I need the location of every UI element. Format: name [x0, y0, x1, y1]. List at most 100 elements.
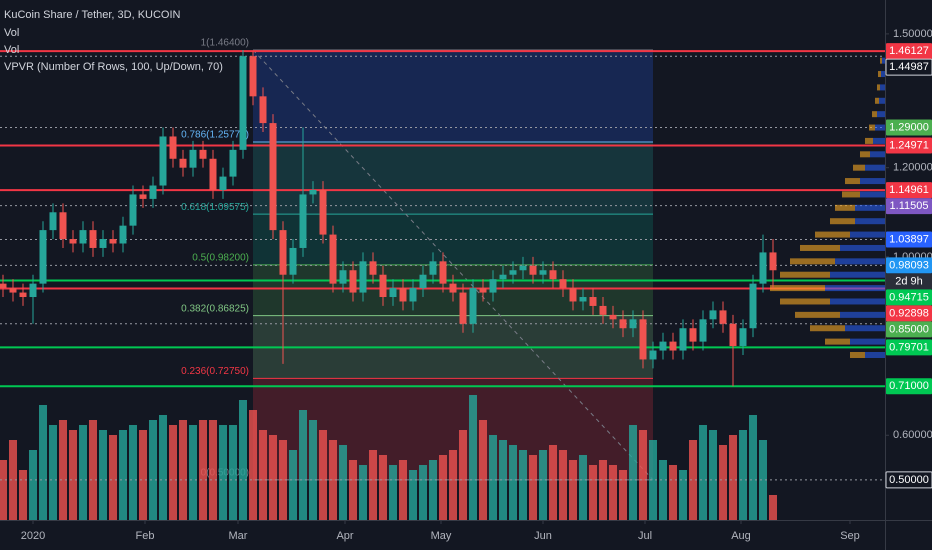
price-label: 0.92898: [889, 307, 929, 319]
indicator-label: Vol: [4, 44, 19, 56]
candle-body: [389, 288, 397, 298]
volume-bar: [419, 465, 427, 520]
price-label-box: [886, 378, 932, 395]
volume-bar: [479, 420, 487, 520]
volume-bar: [459, 430, 467, 520]
candle-body: [119, 225, 127, 244]
candle-body: [679, 328, 687, 351]
candle-body: [639, 319, 647, 360]
fib-zone: [253, 49, 653, 142]
vpvr-down: [880, 57, 882, 64]
candle-body: [399, 288, 407, 302]
volume-bar: [169, 425, 177, 520]
volume-bar: [69, 430, 77, 520]
vpvr-up: [845, 325, 885, 332]
volume-bar: [659, 460, 667, 520]
vpvr-down: [853, 164, 865, 171]
vpvr-down: [875, 97, 879, 104]
price-label: 0.94715: [889, 291, 929, 303]
candle-body: [199, 149, 207, 159]
candle-body: [409, 288, 417, 302]
vpvr-down: [877, 84, 880, 91]
candle-body: [609, 314, 617, 320]
volume-bar: [239, 400, 247, 520]
price-label: 0.85000: [889, 323, 929, 335]
vpvr-up: [850, 338, 885, 345]
candle-body: [49, 212, 57, 231]
volume-bar: [59, 420, 67, 520]
candle-body: [559, 279, 567, 289]
price-label-box: [886, 231, 932, 248]
price-label: 1.24971: [889, 139, 929, 151]
volume-bar: [669, 465, 677, 520]
candle-body: [179, 158, 187, 168]
candle-body: [719, 310, 727, 324]
volume-bar: [509, 445, 517, 520]
fib-label: 0.236(0.72750): [181, 366, 249, 377]
volume-bar: [389, 465, 397, 520]
candle-body: [379, 274, 387, 298]
candle-body: [279, 230, 287, 275]
x-tick-label: Jun: [534, 530, 552, 542]
vpvr-up: [830, 271, 885, 278]
vpvr-up: [840, 311, 885, 318]
fib-trend-line: [252, 49, 654, 481]
price-label-box: [886, 198, 932, 215]
vpvr-up: [870, 151, 885, 158]
price-label-box: [886, 257, 932, 274]
price-label: 0.79701: [889, 341, 929, 353]
vpvr-down: [810, 325, 845, 332]
countdown-label: 2d 9h: [895, 275, 923, 287]
candle-body: [439, 261, 447, 284]
candle-body: [29, 283, 37, 298]
y-tick-label: 0.60000: [893, 429, 932, 441]
candle-body: [169, 136, 177, 159]
candle-body: [709, 310, 717, 320]
candle-body: [259, 96, 267, 124]
volume-bar: [79, 425, 87, 520]
fib-label: 0.618(1.09575): [181, 202, 249, 213]
vpvr-up: [881, 71, 885, 78]
volume-bar: [439, 455, 447, 520]
chart-title: KuCoin Share / Tether, 3D, KUCOIN: [4, 9, 181, 21]
candle-body: [739, 328, 747, 347]
vpvr-up: [835, 258, 885, 265]
volume-bar: [39, 405, 47, 520]
indicator-label: VPVR (Number Of Rows, 100, Up/Down, 70): [4, 61, 223, 73]
vpvr-up: [879, 97, 885, 104]
volume-bar: [0, 460, 7, 520]
time-scale: [0, 520, 932, 550]
volume-bar: [359, 465, 367, 520]
price-label-box: [886, 119, 932, 136]
volume-bar: [139, 430, 147, 520]
price-label: 0.98093: [889, 259, 929, 271]
candle-body: [509, 270, 517, 275]
volume-bar: [309, 420, 317, 520]
y-tick-label: 1.50000: [893, 28, 932, 40]
vpvr-up: [840, 244, 885, 251]
volume-bar: [319, 430, 327, 520]
volume-bar: [589, 465, 597, 520]
volume-bar: [579, 455, 587, 520]
volume-bar: [379, 455, 387, 520]
vpvr-down: [770, 285, 825, 292]
candle-body: [579, 297, 587, 302]
volume-bar: [469, 395, 477, 520]
volume-bar: [19, 470, 27, 520]
price-label-box: [886, 182, 932, 199]
candle-body: [39, 230, 47, 284]
candle-body: [759, 252, 767, 284]
x-tick-label: Feb: [136, 530, 155, 542]
candle-body: [89, 230, 97, 248]
vpvr-down: [872, 111, 877, 118]
vpvr-down: [825, 338, 850, 345]
vpvr-down: [780, 298, 830, 305]
price-label-box: [886, 289, 932, 306]
candle-body: [299, 194, 307, 248]
candle-body: [659, 341, 667, 351]
volume-bar: [429, 460, 437, 520]
vpvr-up: [855, 204, 885, 211]
price-label-box: [886, 305, 932, 322]
volume-bar: [489, 435, 497, 520]
volume-bar: [269, 435, 277, 520]
